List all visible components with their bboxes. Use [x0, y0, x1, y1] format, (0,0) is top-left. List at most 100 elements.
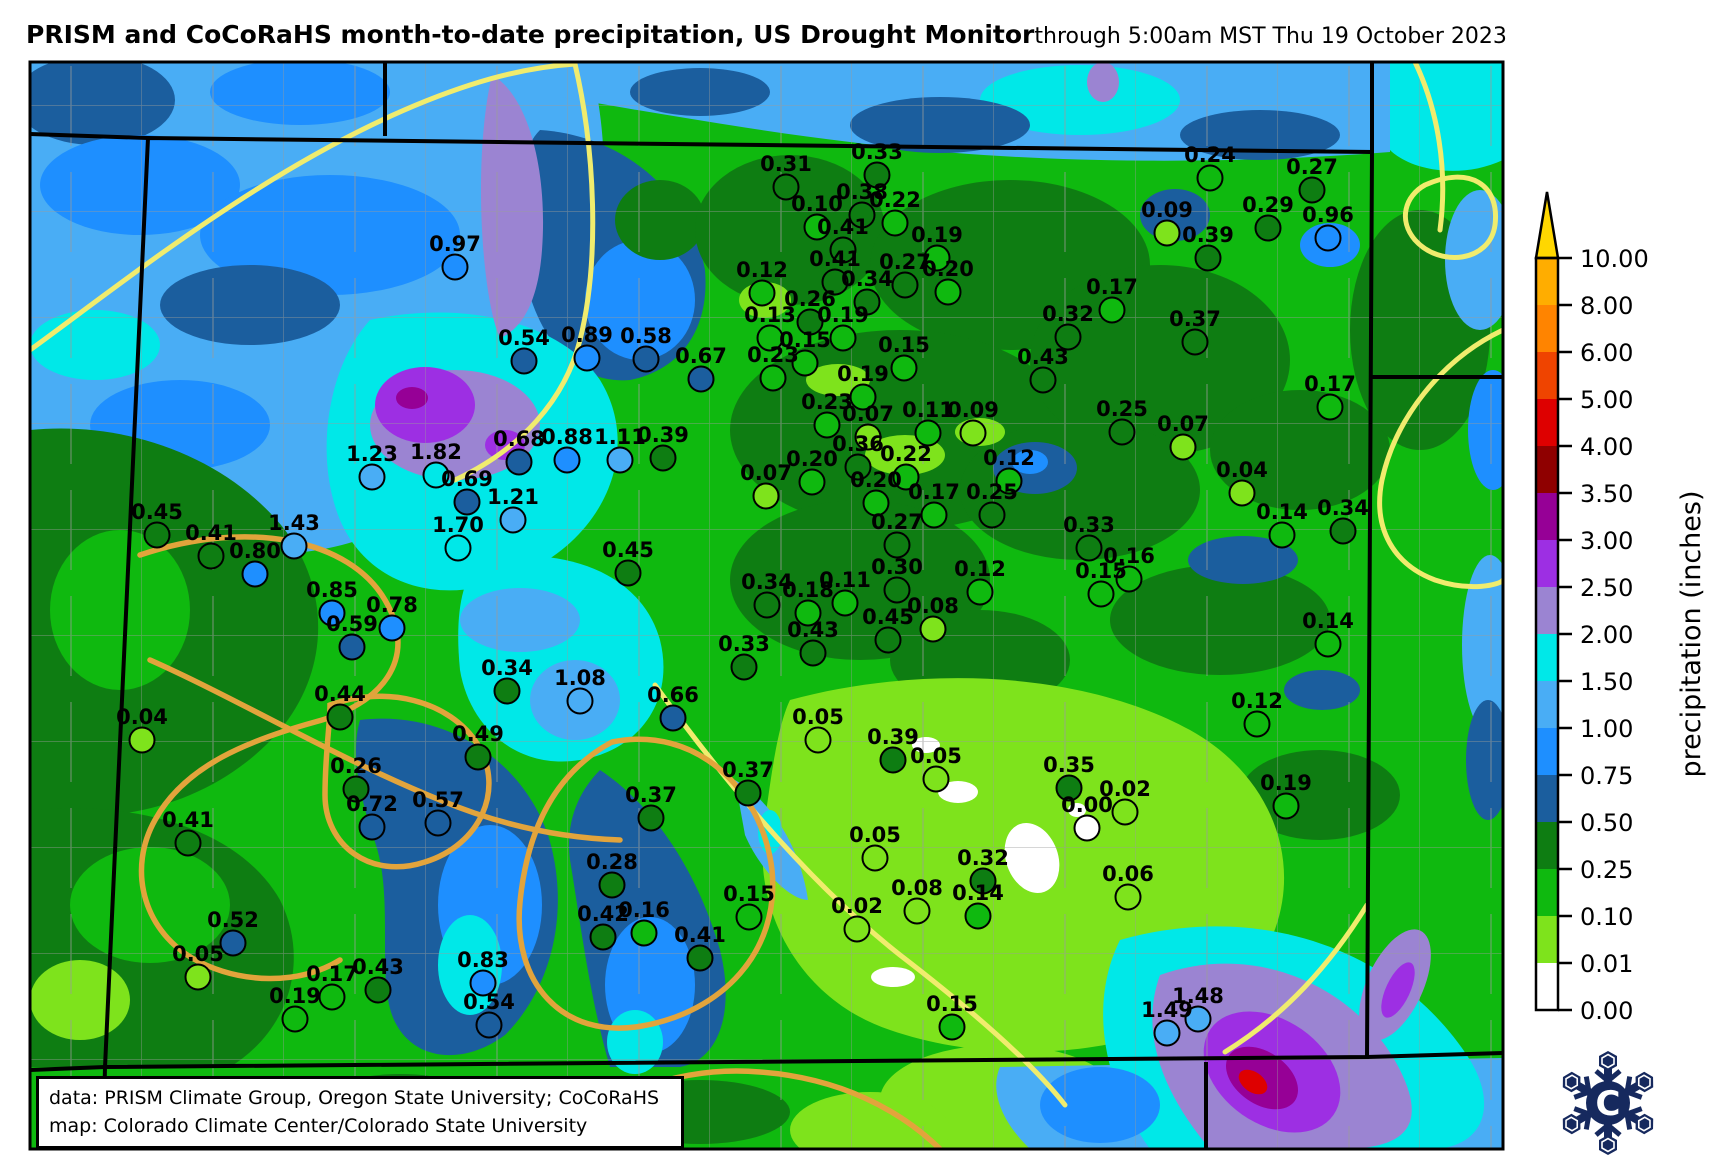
station-marker — [689, 367, 714, 392]
station-value-label: 0.35 — [1043, 753, 1095, 777]
station-value-label: 0.12 — [1231, 689, 1283, 713]
station-marker — [507, 450, 532, 475]
climate-center-snowflake-logo: C — [1557, 1051, 1659, 1155]
station-marker — [555, 448, 580, 473]
station-marker — [512, 349, 537, 374]
station-marker — [1171, 435, 1196, 460]
station-marker — [761, 366, 786, 391]
station-marker — [736, 781, 761, 806]
station-value-label: 0.15 — [926, 992, 978, 1016]
station-value-label: 0.22 — [869, 188, 921, 212]
station-marker — [616, 561, 641, 586]
colorbar-segment — [1536, 493, 1558, 540]
station-marker — [1155, 1021, 1180, 1046]
station-marker — [885, 533, 910, 558]
station-marker — [940, 1015, 965, 1040]
station-value-label: 0.32 — [1042, 302, 1094, 326]
station-marker — [145, 523, 170, 548]
station-value-label: 0.59 — [326, 612, 378, 636]
station-value-label: 0.09 — [1141, 198, 1193, 222]
station-marker — [1256, 216, 1281, 241]
station-value-label: 0.30 — [871, 555, 923, 579]
station-value-label: 0.26 — [330, 754, 382, 778]
credits-box: data: PRISM Climate Group, Oregon State … — [36, 1076, 684, 1149]
station-marker — [921, 617, 946, 642]
station-marker — [801, 641, 826, 666]
station-marker — [966, 904, 991, 929]
station-value-label: 0.19 — [837, 362, 889, 386]
station-marker — [328, 705, 353, 730]
station-marker — [905, 899, 930, 924]
station-marker — [1300, 178, 1325, 203]
colorbar-axis-label: precipitation (inches) — [1676, 491, 1707, 778]
station-marker — [632, 921, 657, 946]
station-marker — [1113, 800, 1138, 825]
station-marker — [1274, 794, 1299, 819]
station-value-label: 0.08 — [907, 594, 959, 618]
station-value-label: 0.54 — [498, 326, 550, 350]
station-marker — [892, 356, 917, 381]
station-value-label: 0.15 — [1075, 559, 1127, 583]
station-marker — [130, 728, 155, 753]
station-value-label: 0.34 — [841, 267, 893, 291]
station-marker — [1075, 816, 1100, 841]
station-value-label: 0.05 — [792, 705, 844, 729]
colorbar-tick-label: 2.50 — [1580, 574, 1633, 602]
station-value-label: 1.21 — [487, 485, 539, 509]
station-value-label: 0.45 — [602, 538, 654, 562]
colorbar-segment — [1536, 822, 1558, 869]
station-value-label: 0.12 — [983, 446, 1035, 470]
colorbar-tick-label: 6.00 — [1580, 339, 1633, 367]
station-value-label: 0.25 — [966, 480, 1018, 504]
colorbar-segment — [1536, 681, 1558, 728]
station-value-label: 0.07 — [740, 461, 792, 485]
colorbar-segment — [1536, 540, 1558, 587]
station-value-label: 0.23 — [747, 343, 799, 367]
station-value-label: 0.13 — [744, 303, 796, 327]
station-value-label: 0.37 — [722, 758, 774, 782]
station-marker — [845, 917, 870, 942]
station-marker — [243, 562, 268, 587]
station-value-label: 0.19 — [1260, 771, 1312, 795]
station-marker — [446, 536, 471, 561]
station-value-label: 0.52 — [207, 908, 259, 932]
station-value-label: 0.34 — [1317, 496, 1369, 520]
station-marker — [320, 985, 345, 1010]
station-value-label: 0.41 — [817, 215, 869, 239]
colorbar-tick-label: 0.25 — [1580, 856, 1633, 884]
colorbar-overflow-arrow — [1536, 192, 1558, 258]
station-marker — [968, 580, 993, 605]
station-value-label: 1.49 — [1141, 998, 1193, 1022]
station-value-label: 0.12 — [736, 258, 788, 282]
station-marker — [961, 421, 986, 446]
station-marker — [1318, 395, 1343, 420]
station-value-label: 0.43 — [352, 955, 404, 979]
station-marker — [575, 346, 600, 371]
station-value-label: 0.22 — [880, 442, 932, 466]
colorbar-tick-label: 1.00 — [1580, 715, 1633, 743]
station-value-label: 0.68 — [493, 427, 545, 451]
station-value-label: 0.12 — [954, 557, 1006, 581]
station-value-label: 0.17 — [306, 962, 358, 986]
station-marker — [477, 1013, 502, 1038]
station-value-label: 0.05 — [172, 942, 224, 966]
station-value-label: 0.04 — [1216, 458, 1268, 482]
station-marker — [282, 534, 307, 559]
station-marker — [176, 831, 201, 856]
page-title: PRISM and CoCoRaHS month-to-date precipi… — [26, 20, 1034, 49]
colorbar-segment — [1536, 352, 1558, 399]
station-value-label: 0.02 — [831, 894, 883, 918]
station-marker — [199, 544, 224, 569]
station-value-label: 0.11 — [819, 568, 871, 592]
station-marker — [455, 490, 480, 515]
station-marker — [466, 745, 491, 770]
colorbar-segment — [1536, 775, 1558, 822]
station-value-label: 0.89 — [561, 323, 613, 347]
station-value-label: 0.08 — [891, 876, 943, 900]
station-value-label: 0.49 — [452, 722, 504, 746]
colorbar-tick-label: 1.50 — [1580, 668, 1633, 696]
station-marker — [1316, 632, 1341, 657]
station-value-label: 0.85 — [306, 578, 358, 602]
station-value-label: 0.15 — [723, 882, 775, 906]
station-marker — [1155, 221, 1180, 246]
